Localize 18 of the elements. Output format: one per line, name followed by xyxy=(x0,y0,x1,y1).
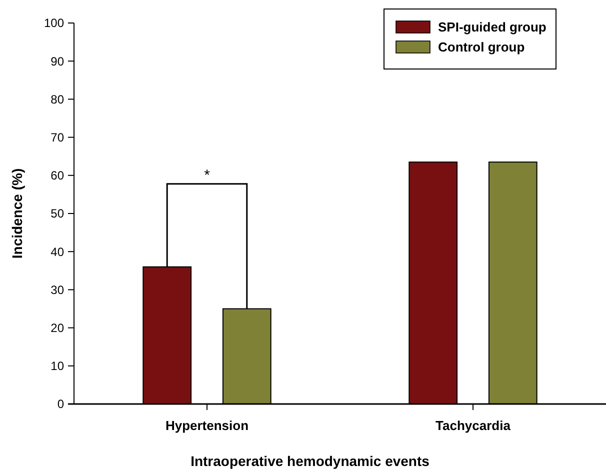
y-axis-title: Incidence (%) xyxy=(9,168,25,259)
y-tick-label: 60 xyxy=(50,168,64,183)
annotation: * xyxy=(204,166,210,184)
x-tick-label: Tachycardia xyxy=(436,418,512,433)
y-tick-label: 70 xyxy=(50,130,64,144)
legend-label: SPI-guided group xyxy=(438,20,546,35)
y-tick-label: 80 xyxy=(50,92,64,106)
y-tick-label: 50 xyxy=(50,206,64,221)
x-axis-title: Intraoperative hemodynamic events xyxy=(190,453,430,469)
y-tick-label: 10 xyxy=(50,359,64,374)
y-tick-label: 100 xyxy=(44,16,64,30)
y-tick-label: 0 xyxy=(57,397,64,412)
y-tick-label: 40 xyxy=(50,244,64,259)
y-tick-label: 30 xyxy=(50,282,64,297)
y-tick-label: 90 xyxy=(50,54,64,68)
legend-label: Control group xyxy=(438,40,525,55)
x-tick-label: Hypertension xyxy=(165,418,249,433)
y-tick-label: 20 xyxy=(50,321,64,335)
